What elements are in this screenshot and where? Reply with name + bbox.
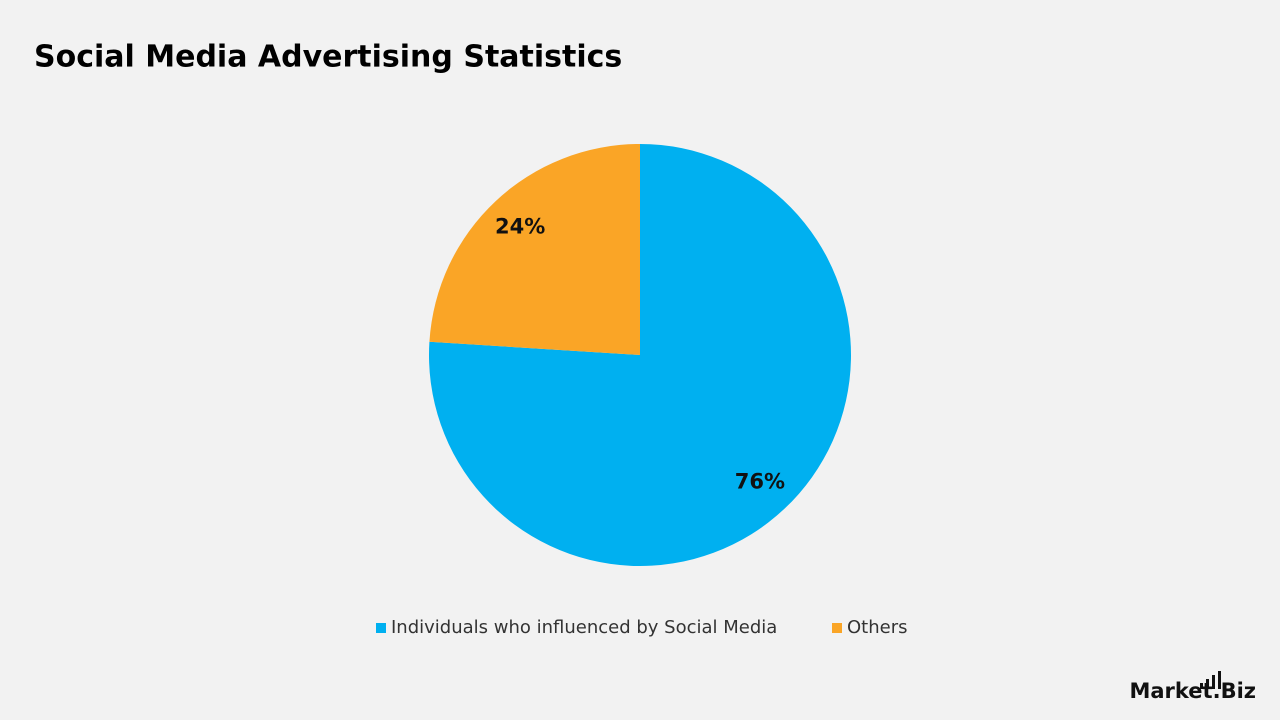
legend-label: Others <box>847 617 908 638</box>
logo: Market.Biz <box>1129 679 1256 703</box>
legend-label: Individuals who influenced by Social Med… <box>391 617 777 638</box>
data-label: 76% <box>735 470 785 494</box>
data-label: 24% <box>495 214 545 238</box>
logo-icon <box>1200 671 1221 689</box>
legend-swatch <box>832 623 842 633</box>
pie-slice <box>429 144 640 355</box>
chart-title: Social Media Advertising Statistics <box>34 40 622 75</box>
legend-swatch <box>376 623 386 633</box>
